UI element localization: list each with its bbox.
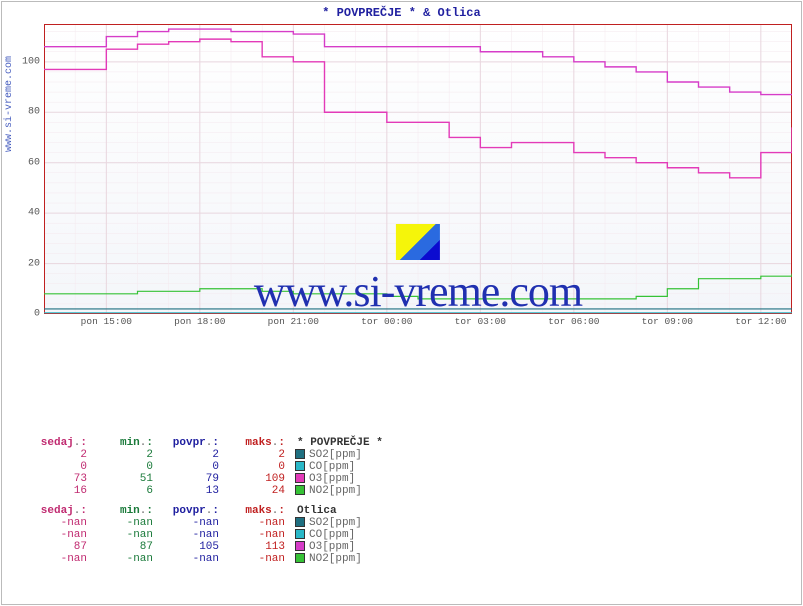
col-header-now: sedaj.: [27,505,93,517]
value-max: 2 [225,449,291,461]
col-header-avg: povpr.: [159,437,225,449]
x-tick-label: tor 06:00 [548,316,599,327]
value-now: 87 [27,541,93,553]
legend-table: sedaj.:min.:povpr.:maks.:* POVPREČJE *22… [27,437,411,497]
col-header-max: maks.: [225,437,291,449]
color-swatch [295,461,305,471]
group-name: Otlica [291,505,411,517]
value-min: 0 [93,461,159,473]
y-tick-label: 60 [18,157,40,168]
param-label: SO2[ppm] [291,449,411,461]
col-header-now: sedaj.: [27,437,93,449]
color-swatch [295,541,305,551]
color-swatch [295,529,305,539]
color-swatch [295,449,305,459]
value-min: -nan [93,553,159,565]
x-tick-label: tor 03:00 [455,316,506,327]
param-label: CO[ppm] [291,461,411,473]
param-label: SO2[ppm] [291,517,411,529]
chart-svg [44,24,792,314]
value-max: -nan [225,529,291,541]
value-now: 73 [27,473,93,485]
color-swatch [295,517,305,527]
param-label: O3[ppm] [291,541,411,553]
y-tick-label: 80 [18,107,40,118]
color-swatch [295,473,305,483]
y-tick-label: 20 [18,258,40,269]
col-header-avg: povpr.: [159,505,225,517]
col-header-min: min.: [93,505,159,517]
color-swatch [295,553,305,563]
value-avg: 2 [159,449,225,461]
value-min: 6 [93,485,159,497]
col-header-max: maks.: [225,505,291,517]
value-avg: -nan [159,517,225,529]
value-min: -nan [93,529,159,541]
x-tick-label: pon 18:00 [174,316,225,327]
legend-table: sedaj.:min.:povpr.:maks.:Otlica-nan-nan-… [27,505,411,565]
param-label: NO2[ppm] [291,553,411,565]
x-tick-label: pon 21:00 [268,316,319,327]
plot-area: www.si-vreme.com [44,24,792,314]
color-swatch [295,485,305,495]
y-tick-label: 100 [18,56,40,67]
col-header-min: min.: [93,437,159,449]
value-now: 16 [27,485,93,497]
value-avg: 0 [159,461,225,473]
chart-container: * POVPREČJE * & Otlica www.si-vreme.com … [1,1,802,605]
y-tick-label: 40 [18,208,40,219]
x-tick-label: pon 15:00 [81,316,132,327]
param-label: NO2[ppm] [291,485,411,497]
x-tick-label: tor 12:00 [735,316,786,327]
group-name: * POVPREČJE * [291,437,411,449]
value-avg: -nan [159,553,225,565]
x-tick-label: tor 09:00 [642,316,693,327]
y-ticks: 020406080100 [20,24,42,314]
param-label: O3[ppm] [291,473,411,485]
y-axis-label: www.si-vreme.com [4,56,15,152]
param-label: CO[ppm] [291,529,411,541]
value-min: 2 [93,449,159,461]
value-max: 109 [225,473,291,485]
value-max: 24 [225,485,291,497]
value-now: -nan [27,529,93,541]
value-now: -nan [27,553,93,565]
legend-tables: sedaj.:min.:povpr.:maks.:* POVPREČJE *22… [27,437,777,573]
y-tick-label: 0 [18,309,40,320]
value-max: 0 [225,461,291,473]
x-tick-label: tor 00:00 [361,316,412,327]
value-avg: -nan [159,529,225,541]
value-max: 113 [225,541,291,553]
value-now: -nan [27,517,93,529]
value-min: 51 [93,473,159,485]
value-avg: 13 [159,485,225,497]
value-max: -nan [225,553,291,565]
value-min: -nan [93,517,159,529]
value-now: 2 [27,449,93,461]
x-ticks: pon 15:00 pon 18:00 pon 21:00 tor 00:00 tor … [44,316,792,328]
value-max: -nan [225,517,291,529]
value-now: 0 [27,461,93,473]
chart-title: * POVPREČJE * & Otlica [2,2,801,22]
value-avg: 105 [159,541,225,553]
value-avg: 79 [159,473,225,485]
value-min: 87 [93,541,159,553]
